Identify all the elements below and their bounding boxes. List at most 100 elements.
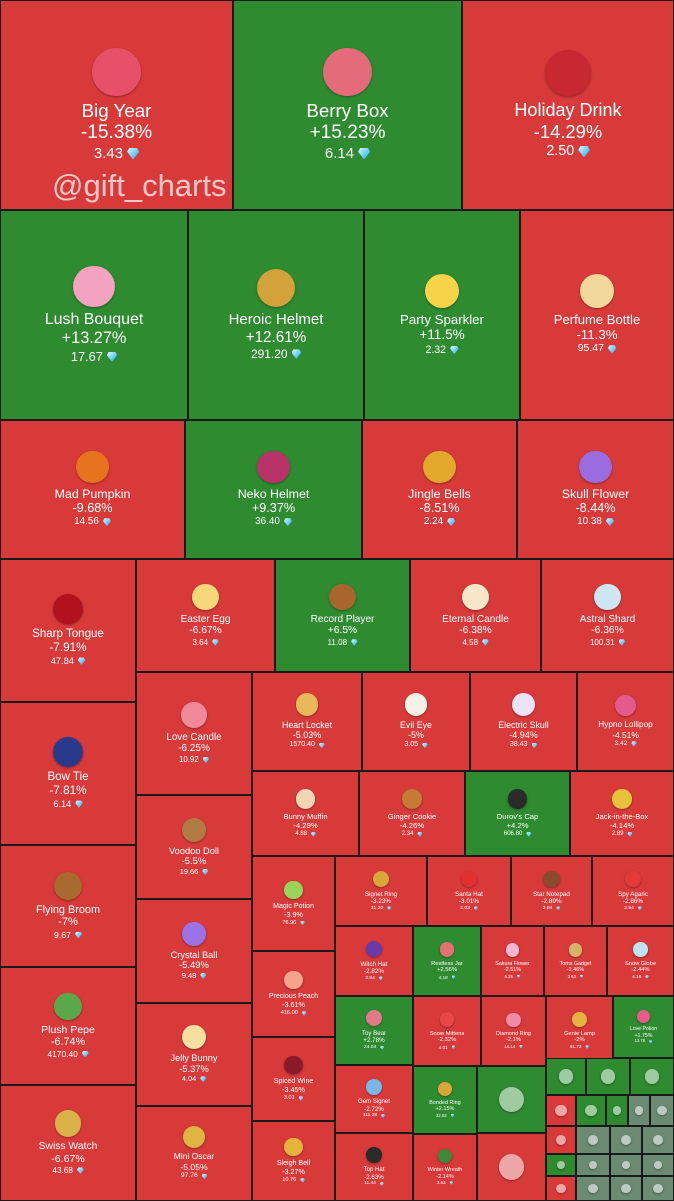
- treemap-tile[interactable]: Big Year -15.38% 3.43: [0, 0, 233, 210]
- treemap-tile[interactable]: Ginger Cookie -4.26% 2.34: [359, 771, 465, 856]
- treemap-tile[interactable]: Love Potion +1.75% 13.78: [613, 996, 674, 1058]
- treemap-tile[interactable]: Jingle Bells -8.51% 2.24: [362, 420, 517, 559]
- treemap-tile[interactable]: Snow Mittens -2.32% 4.01: [413, 996, 481, 1066]
- treemap-tile[interactable]: Lush Bouquet +13.27% 17.67: [0, 210, 188, 420]
- treemap-tile-small[interactable]: [610, 1126, 642, 1154]
- tile-name: Magic Potion: [273, 902, 314, 910]
- treemap-tile[interactable]: Love Candle -6.25% 10.92: [136, 672, 252, 795]
- treemap-tile-small[interactable]: [477, 1066, 546, 1133]
- treemap-tile[interactable]: Eternal Candle -6.38% 4.58: [410, 559, 541, 672]
- treemap-tile[interactable]: Electric Skull -4.94% 38.43: [470, 672, 577, 771]
- treemap-tile-small[interactable]: [642, 1126, 674, 1154]
- tile-change: -11.3%: [576, 327, 618, 343]
- treemap-tile[interactable]: Toms Gadget -2.46% 3.63: [544, 926, 607, 996]
- treemap-tile[interactable]: Plush Pepe -6.74% 4170.40: [0, 967, 136, 1085]
- treemap-tile-small[interactable]: [576, 1126, 610, 1154]
- treemap-tile[interactable]: Voodoo Doll -5.5% 19.66: [136, 795, 252, 899]
- treemap-tile[interactable]: Restless Jar +2.56% 4.18: [413, 926, 481, 996]
- treemap-tile[interactable]: Bow Tie -7.81% 6.14: [0, 702, 136, 845]
- sakura-icon: [505, 943, 520, 957]
- treemap-tile[interactable]: Neko Helmet +9.37% 36.40: [185, 420, 362, 559]
- diamond-icon: [631, 741, 637, 747]
- treemap-tile-small[interactable]: [576, 1154, 610, 1176]
- gift-icon: [588, 1160, 598, 1170]
- treemap-tile[interactable]: Precious Peach -3.61% 416.00: [252, 951, 335, 1037]
- treemap-tile[interactable]: Bunny Muffin -4.29% 4.88: [252, 771, 359, 856]
- treemap-tile[interactable]: Top Hat -2.63% 11.44: [335, 1133, 413, 1201]
- treemap-tile-small[interactable]: [546, 1154, 576, 1176]
- tile-name: Toms Gadget: [559, 961, 592, 967]
- treemap-tile[interactable]: Toy Bear +2.78% 24.04: [335, 996, 413, 1065]
- treemap-tile-small[interactable]: [628, 1095, 650, 1126]
- treemap-tile[interactable]: Gem Signet -2.72% 111.28: [335, 1065, 413, 1133]
- treemap-tile[interactable]: Sleigh Bell -3.27% 10.76: [252, 1121, 335, 1201]
- treemap-tile[interactable]: Swiss Watch -6.67% 43.68: [0, 1085, 136, 1201]
- neko-helmet-icon: [257, 450, 290, 483]
- frog-icon: [54, 992, 82, 1021]
- treemap-tile[interactable]: Flying Broom -7% 9.67: [0, 845, 136, 967]
- treemap-tile[interactable]: Snow Globe -2.44% 4.18: [607, 926, 674, 996]
- treemap-tile[interactable]: Perfume Bottle -11.3% 95.47: [520, 210, 674, 420]
- treemap-tile-small[interactable]: [546, 1058, 586, 1095]
- treemap-tile[interactable]: Jelly Bunny -5.37% 4.04: [136, 1003, 252, 1106]
- treemap-tile[interactable]: Easter Egg -6.67% 3.64: [136, 559, 275, 672]
- treemap-tile[interactable]: Magic Potion -3.9% 76.96: [252, 856, 335, 951]
- treemap-tile[interactable]: Mad Pumpkin -9.68% 14.56: [0, 420, 185, 559]
- treemap-tile[interactable]: Holiday Drink -14.29% 2.50: [462, 0, 674, 210]
- treemap-tile[interactable]: Crystal Ball -5.49% 9.48: [136, 899, 252, 1003]
- treemap-tile[interactable]: Genie Lamp -2% 61.73: [546, 996, 613, 1066]
- treemap-tile[interactable]: Witch Hat -2.82% 3.94: [335, 926, 413, 996]
- tile-name: Ginger Cookie: [387, 811, 437, 821]
- tile-price-value: 3.05: [404, 741, 419, 749]
- treemap-tile[interactable]: Evil Eye -5% 3.05: [362, 672, 470, 771]
- treemap-tile[interactable]: Skull Flower -8.44% 10.38: [517, 420, 674, 559]
- treemap-tile[interactable]: Hypno Lollipop -4.51% 3.42: [577, 672, 674, 771]
- treemap-tile[interactable]: Santa Hat -3.01% 2.03: [427, 856, 511, 926]
- crystal-ball-icon: [181, 921, 206, 946]
- treemap-tile-small[interactable]: [650, 1095, 674, 1126]
- treemap-tile[interactable]: Winter Wreath -2.14% 3.63: [413, 1134, 477, 1201]
- treemap-tile-small[interactable]: [610, 1176, 642, 1201]
- treemap-tile[interactable]: Heart Locket -5.03% 1570.40: [252, 672, 362, 771]
- treemap-tile[interactable]: Heroic Helmet +12.61% 291.20: [188, 210, 364, 420]
- treemap-tile-small[interactable]: [642, 1176, 674, 1201]
- treemap-tile[interactable]: Berry Box +15.23% 6.14: [233, 0, 462, 210]
- treemap-tile[interactable]: Diamond Ring -2.1% 14.14: [481, 996, 546, 1066]
- oscar-icon: [183, 1126, 205, 1149]
- tile-change: -4.14%: [609, 821, 635, 831]
- cookie-icon: [402, 789, 422, 809]
- tile-change: -8.44%: [575, 501, 616, 516]
- treemap-tile[interactable]: Mini Oscar -5.05% 97.76: [136, 1106, 252, 1201]
- treemap-tile-small[interactable]: [546, 1095, 576, 1126]
- treemap-tile[interactable]: Durov's Cap +4.2% 606.80: [465, 771, 570, 856]
- treemap-tile[interactable]: Sharp Tongue -7.91% 47.84: [0, 559, 136, 702]
- tile-price: 3.42: [614, 740, 637, 748]
- treemap-tile[interactable]: Jack-in-the-Box -4.14% 2.89: [570, 771, 674, 856]
- treemap-tile[interactable]: Record Player +6.5% 11.08: [275, 559, 410, 672]
- tile-change: -5.37%: [179, 1063, 209, 1074]
- treemap-tile-small[interactable]: [610, 1154, 642, 1176]
- treemap-tile-small[interactable]: [586, 1058, 630, 1095]
- bonded-ring-icon: [437, 1081, 453, 1096]
- tile-name: Heroic Helmet: [228, 311, 324, 329]
- treemap-tile[interactable]: Sakura Flower -2.51% 5.25: [481, 926, 544, 996]
- bouquet-icon: [73, 265, 115, 308]
- treemap-tile-small[interactable]: [630, 1058, 674, 1095]
- skull-icon: [512, 693, 535, 717]
- treemap-tile-small[interactable]: [642, 1154, 674, 1176]
- treemap-tile-small[interactable]: [606, 1095, 628, 1126]
- treemap-tile-small[interactable]: [546, 1126, 576, 1154]
- treemap-tile[interactable]: Signet Ring -3.23% 31.20: [335, 856, 427, 926]
- treemap-tile[interactable]: Bonded Ring +2.15% 32.03: [413, 1066, 477, 1134]
- tile-change: +6.5%: [327, 625, 358, 637]
- treemap-tile-small[interactable]: [477, 1133, 546, 1201]
- treemap-tile-small[interactable]: [546, 1176, 576, 1201]
- treemap-tile-small[interactable]: [576, 1095, 606, 1126]
- treemap-tile[interactable]: Party Sparkler +11.5% 2.32: [364, 210, 520, 420]
- treemap-tile[interactable]: Star Notepad -2.89% 2.84: [511, 856, 592, 926]
- tile-price-value: 97.76: [180, 1172, 198, 1180]
- treemap-tile-small[interactable]: [576, 1176, 610, 1201]
- treemap-tile[interactable]: Spy Agaric -2.86% 3.54: [592, 856, 674, 926]
- treemap-tile[interactable]: Spiced Wine -3.45% 3.01: [252, 1037, 335, 1121]
- treemap-tile[interactable]: Astral Shard -6.36% 100.31: [541, 559, 674, 672]
